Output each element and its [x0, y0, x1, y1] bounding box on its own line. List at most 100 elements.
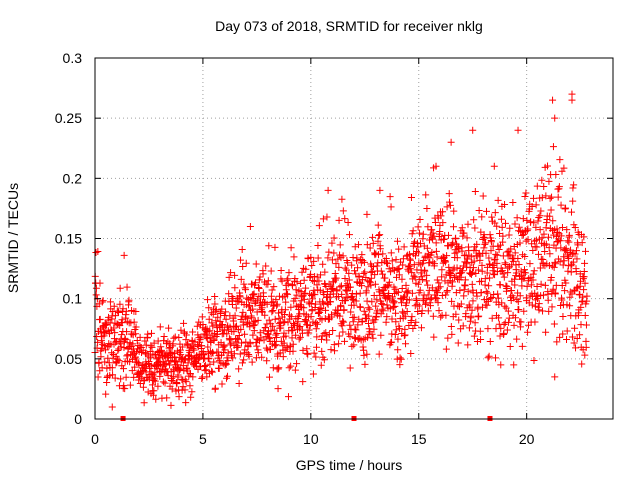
- data-point: [253, 296, 261, 304]
- data-point: [151, 377, 159, 385]
- data-point: [549, 217, 557, 225]
- data-point: [505, 314, 513, 322]
- data-point: [240, 280, 248, 288]
- data-point: [235, 297, 243, 305]
- data-point: [387, 339, 395, 347]
- data-point: [388, 338, 396, 346]
- data-point: [102, 321, 110, 329]
- data-point: [316, 308, 324, 316]
- data-point: [469, 264, 477, 272]
- data-point: [147, 354, 155, 362]
- data-point: [381, 274, 389, 282]
- data-point: [459, 322, 467, 330]
- data-point: [283, 290, 291, 298]
- data-point: [360, 307, 368, 315]
- data-point: [312, 300, 320, 308]
- data-point: [505, 318, 513, 326]
- data-point: [496, 281, 504, 289]
- data-point: [349, 295, 357, 303]
- y-axis-label: SRMTID / TECUs: [5, 183, 21, 293]
- data-point: [419, 230, 427, 238]
- data-point: [562, 279, 570, 287]
- data-point: [329, 326, 337, 334]
- data-point: [475, 312, 483, 320]
- data-point: [361, 360, 369, 368]
- data-point: [323, 213, 331, 221]
- data-point: [578, 239, 586, 247]
- data-point: [255, 285, 263, 293]
- data-point: [266, 345, 274, 353]
- data-point: [538, 234, 546, 242]
- data-point: [325, 248, 333, 256]
- data-point: [410, 272, 418, 280]
- data-point: [315, 222, 323, 230]
- data-point: [435, 307, 443, 315]
- data-point: [482, 249, 490, 257]
- data-point: [369, 233, 377, 241]
- data-point: [501, 259, 509, 267]
- data-point: [485, 352, 493, 360]
- data-point: [551, 258, 559, 266]
- data-point: [402, 281, 410, 289]
- data-point: [139, 383, 147, 391]
- data-point: [535, 306, 543, 314]
- data-point: [363, 241, 371, 249]
- data-point: [215, 364, 223, 372]
- y-tick-label: 0.1: [63, 291, 83, 307]
- data-point: [464, 288, 472, 296]
- data-point: [203, 373, 211, 381]
- data-point: [369, 263, 377, 271]
- data-point: [452, 272, 460, 280]
- data-point: [503, 326, 511, 334]
- data-point: [379, 270, 387, 278]
- data-point: [358, 317, 366, 325]
- data-point: [555, 183, 563, 191]
- data-point: [376, 291, 384, 299]
- data-point: [470, 332, 478, 340]
- data-point: [506, 293, 514, 301]
- data-point: [499, 270, 507, 278]
- data-point: [312, 325, 320, 333]
- data-point: [532, 223, 540, 231]
- data-point: [434, 289, 442, 297]
- data-point: [386, 305, 394, 313]
- data-point: [424, 291, 432, 299]
- data-point: [560, 257, 568, 265]
- data-point: [232, 304, 240, 312]
- data-point: [354, 264, 362, 272]
- data-point: [177, 326, 185, 334]
- y-tick-label: 0.2: [63, 170, 83, 186]
- data-point: [559, 261, 567, 269]
- data-point: [125, 296, 133, 304]
- data-point: [422, 191, 430, 199]
- data-point: [222, 360, 230, 368]
- data-point: [513, 335, 521, 343]
- data-point: [343, 280, 351, 288]
- data-point: [339, 328, 347, 336]
- data-point: [287, 303, 295, 311]
- data-point: [198, 342, 206, 350]
- data-point: [314, 242, 322, 250]
- data-point: [385, 278, 393, 286]
- data-point: [322, 306, 330, 314]
- data-point: [510, 321, 518, 329]
- data-point: [445, 198, 453, 206]
- data-point: [176, 365, 184, 373]
- data-point: [523, 216, 531, 224]
- data-point: [470, 216, 478, 224]
- data-point: [265, 316, 273, 324]
- data-point: [540, 182, 548, 190]
- data-point: [429, 258, 437, 266]
- data-point: [491, 255, 499, 263]
- data-point: [545, 177, 553, 185]
- data-point: [268, 308, 276, 316]
- data-point: [515, 306, 523, 314]
- data-point: [487, 238, 495, 246]
- data-point: [523, 282, 531, 290]
- data-point: [254, 336, 262, 344]
- data-point: [441, 258, 449, 266]
- data-point: [552, 281, 560, 289]
- data-point: [469, 297, 477, 305]
- data-point: [270, 283, 278, 291]
- data-point: [307, 270, 315, 278]
